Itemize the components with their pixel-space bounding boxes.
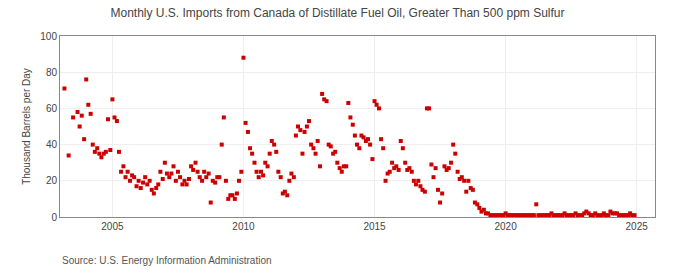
svg-text:60: 60 — [46, 103, 58, 114]
svg-text:40: 40 — [46, 139, 58, 150]
svg-text:2015: 2015 — [363, 221, 386, 232]
svg-text:2010: 2010 — [232, 221, 255, 232]
svg-text:Monthly U.S. Imports from Cana: Monthly U.S. Imports from Canada of Dist… — [111, 6, 565, 20]
svg-text:2020: 2020 — [494, 221, 517, 232]
svg-text:20: 20 — [46, 175, 58, 186]
svg-text:2025: 2025 — [626, 221, 649, 232]
svg-text:Thousand Barrels per Day: Thousand Barrels per Day — [21, 68, 32, 185]
svg-text:80: 80 — [46, 67, 58, 78]
svg-text:Source: U.S. Energy Informatio: Source: U.S. Energy Information Administ… — [62, 255, 272, 266]
svg-text:100: 100 — [40, 31, 57, 42]
svg-text:2005: 2005 — [101, 221, 124, 232]
svg-text:0: 0 — [51, 212, 57, 223]
